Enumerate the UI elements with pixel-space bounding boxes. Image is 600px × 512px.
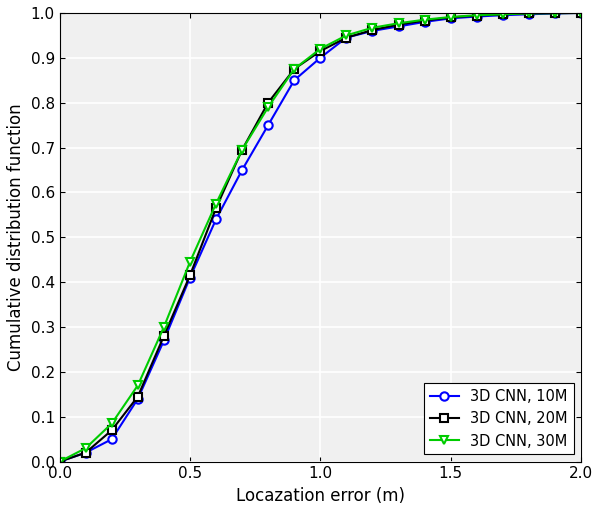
3D CNN, 30M [160,324,167,330]
3D CNN, 10M [187,274,194,281]
3D CNN, 20M [395,22,402,28]
3D CNN, 10M [108,436,115,442]
3D CNN, 20M [82,450,89,456]
3D CNN, 10M [290,77,298,83]
3D CNN, 20M [421,17,428,24]
3D CNN, 10M [421,19,428,25]
3D CNN, 10M [82,450,89,456]
3D CNN, 20M [212,205,220,211]
3D CNN, 30M [238,147,245,153]
3D CNN, 30M [473,12,481,18]
3D CNN, 10M [473,13,481,19]
3D CNN, 30M [56,459,63,465]
3D CNN, 30M [212,201,220,207]
Y-axis label: Cumulative distribution function: Cumulative distribution function [7,103,25,371]
3D CNN, 20M [160,333,167,339]
3D CNN, 30M [577,10,584,16]
3D CNN, 20M [238,147,245,153]
3D CNN, 10M [343,34,350,40]
3D CNN, 30M [134,382,142,389]
3D CNN, 10M [369,28,376,34]
3D CNN, 30M [499,11,506,17]
3D CNN, 30M [551,10,559,16]
3D CNN, 10M [395,24,402,30]
X-axis label: Locazation error (m): Locazation error (m) [236,487,405,505]
3D CNN, 20M [551,10,559,16]
3D CNN, 20M [525,10,532,16]
Line: 3D CNN, 20M: 3D CNN, 20M [55,9,585,466]
3D CNN, 10M [551,10,559,16]
3D CNN, 20M [343,34,350,40]
3D CNN, 30M [525,10,532,16]
3D CNN, 30M [108,420,115,426]
3D CNN, 20M [108,427,115,433]
3D CNN, 20M [290,66,298,72]
3D CNN, 30M [317,46,324,52]
3D CNN, 20M [577,10,584,16]
3D CNN, 10M [160,337,167,344]
3D CNN, 30M [290,66,298,72]
3D CNN, 10M [577,10,584,16]
3D CNN, 30M [82,445,89,451]
3D CNN, 20M [56,459,63,465]
3D CNN, 10M [317,55,324,61]
3D CNN, 30M [395,20,402,26]
3D CNN, 20M [134,394,142,400]
3D CNN, 30M [421,16,428,23]
3D CNN, 10M [525,11,532,17]
3D CNN, 20M [265,100,272,106]
3D CNN, 30M [265,104,272,110]
3D CNN, 20M [499,11,506,17]
3D CNN, 10M [134,396,142,402]
Line: 3D CNN, 10M: 3D CNN, 10M [55,9,585,466]
3D CNN, 30M [369,25,376,31]
Line: 3D CNN, 30M: 3D CNN, 30M [55,9,585,466]
3D CNN, 20M [369,27,376,33]
3D CNN, 10M [265,122,272,128]
3D CNN, 10M [212,216,220,222]
3D CNN, 10M [238,167,245,173]
3D CNN, 20M [447,14,454,20]
3D CNN, 10M [447,15,454,22]
3D CNN, 20M [473,13,481,19]
3D CNN, 20M [317,48,324,54]
3D CNN, 30M [343,32,350,38]
3D CNN, 10M [499,12,506,18]
3D CNN, 10M [56,459,63,465]
Legend: 3D CNN, 10M, 3D CNN, 20M, 3D CNN, 30M: 3D CNN, 10M, 3D CNN, 20M, 3D CNN, 30M [424,383,574,454]
3D CNN, 30M [447,14,454,20]
3D CNN, 30M [187,259,194,265]
3D CNN, 20M [187,272,194,279]
